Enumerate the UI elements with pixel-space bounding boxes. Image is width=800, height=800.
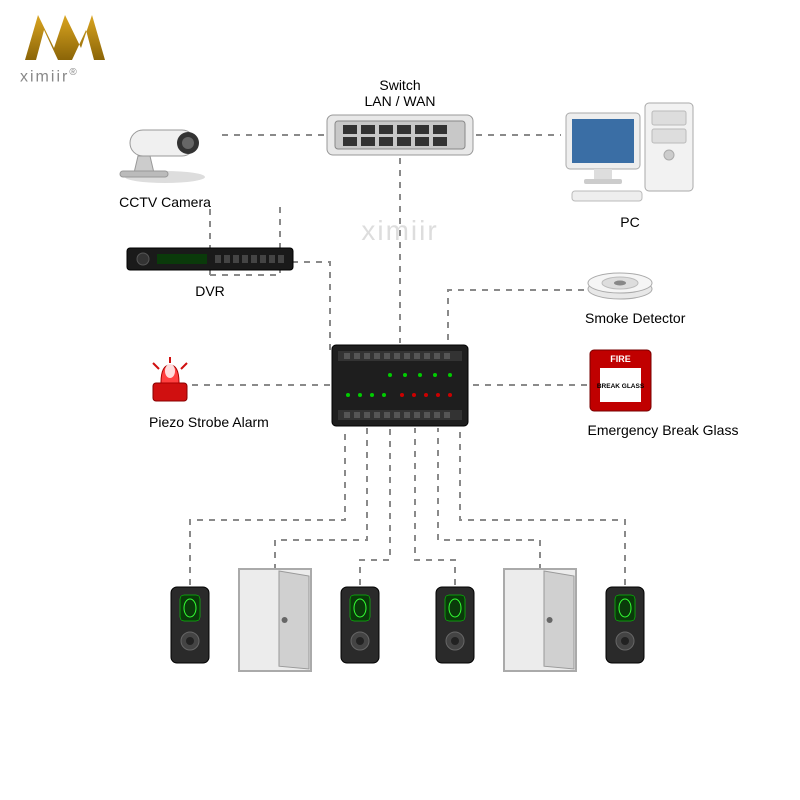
- cctv-label: CCTV Camera: [110, 194, 220, 210]
- node-dvr: DVR: [125, 246, 295, 299]
- reader-icon: [434, 585, 476, 665]
- node-reader-3: [434, 585, 476, 670]
- svg-text:BREAK GLASS: BREAK GLASS: [596, 383, 644, 390]
- node-smoke: Smoke Detector: [585, 269, 655, 326]
- node-breakglass: FIRE BREAK GLASS Emergency Break Glass: [588, 348, 653, 438]
- node-pc: PC: [560, 95, 700, 230]
- pc-icon: [560, 95, 700, 205]
- smoke-label: Smoke Detector: [585, 310, 655, 326]
- switch-icon: [325, 113, 475, 158]
- cctv-camera-icon: [110, 115, 220, 185]
- node-door-1: [235, 565, 315, 680]
- pc-label: PC: [560, 214, 700, 230]
- node-reader-2: [339, 585, 381, 670]
- dvr-label: DVR: [125, 283, 295, 299]
- brand-logo: ximiir®: [20, 10, 110, 86]
- dvr-icon: [125, 246, 295, 274]
- node-reader-1: [169, 585, 211, 670]
- reader-icon: [604, 585, 646, 665]
- svg-text:FIRE: FIRE: [610, 354, 631, 364]
- controller-icon: [330, 343, 470, 428]
- watermark: ximiir: [361, 215, 438, 247]
- reader-icon: [339, 585, 381, 665]
- node-switch: Switch LAN / WAN: [325, 77, 475, 163]
- node-reader-4: [604, 585, 646, 670]
- break-glass-icon: FIRE BREAK GLASS: [588, 348, 653, 413]
- alarm-icon: [149, 355, 191, 405]
- door-icon: [500, 565, 580, 675]
- breakglass-label: Emergency Break Glass: [588, 422, 653, 438]
- node-door-2: [500, 565, 580, 680]
- smoke-detector-icon: [585, 269, 655, 301]
- reader-icon: [169, 585, 211, 665]
- door-icon: [235, 565, 315, 675]
- brand-name: ximiir®: [20, 67, 110, 86]
- node-alarm: Piezo Strobe Alarm: [149, 355, 191, 430]
- logo-m-icon: [20, 10, 110, 66]
- switch-label: Switch LAN / WAN: [325, 77, 475, 109]
- node-controller: [330, 343, 470, 433]
- alarm-label: Piezo Strobe Alarm: [149, 414, 191, 430]
- node-cctv: CCTV Camera: [110, 115, 220, 210]
